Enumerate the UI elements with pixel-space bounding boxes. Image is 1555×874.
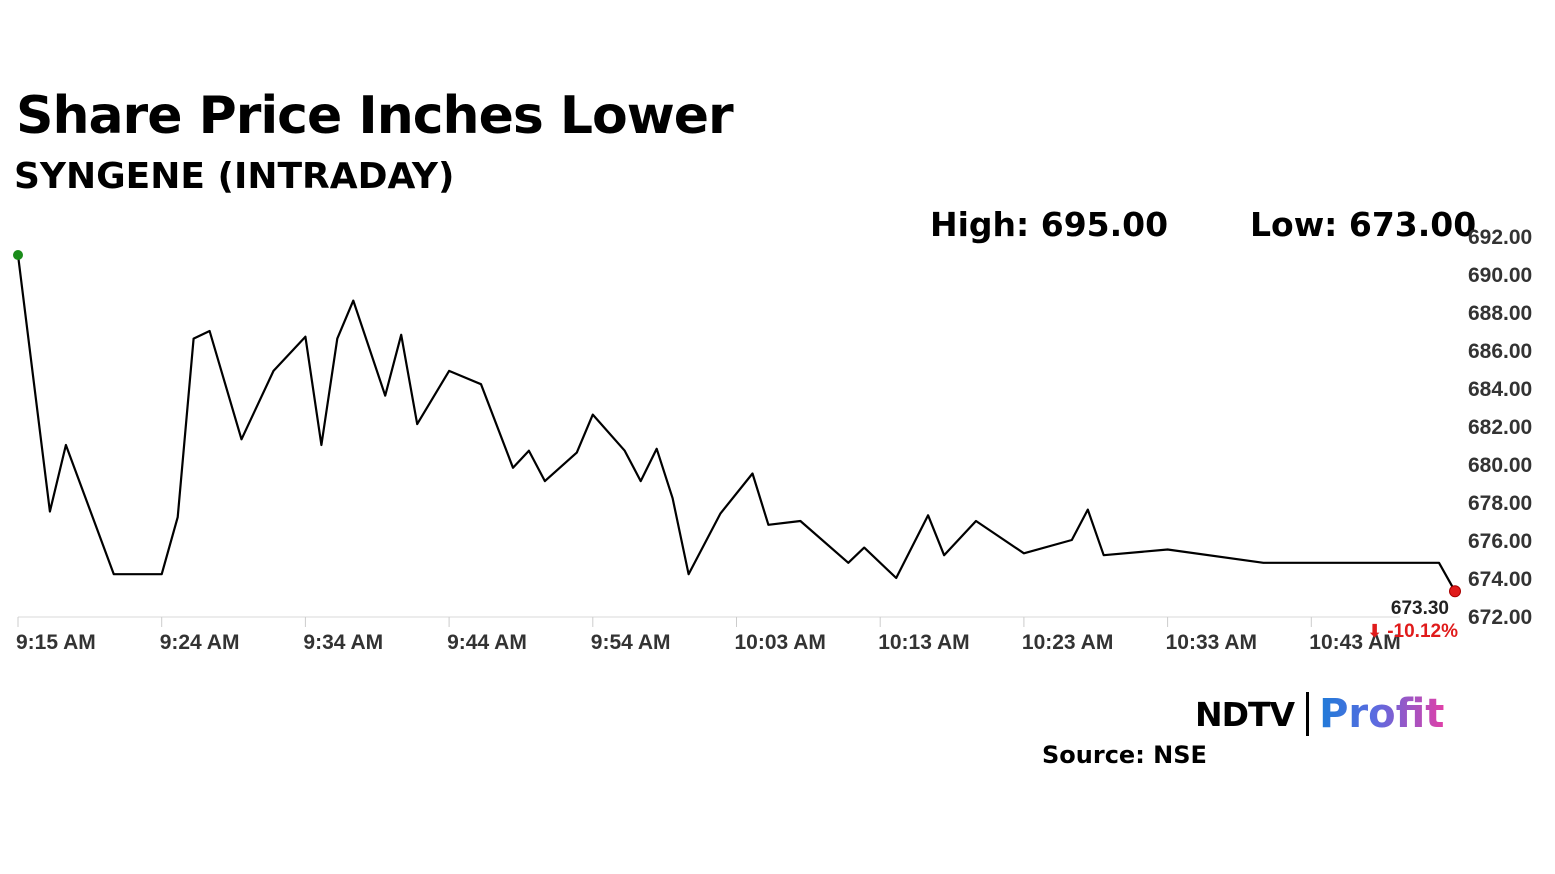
x-tick-label: 10:33 AM <box>1166 631 1257 654</box>
down-arrow-icon: ⬇ <box>1367 621 1382 642</box>
logo-divider <box>1306 692 1310 736</box>
chart-subtitle: SYNGENE (INTRADAY) <box>14 156 455 197</box>
y-tick-label: 674.00 <box>1468 568 1532 591</box>
y-tick-label: 688.00 <box>1468 302 1532 325</box>
x-tick-label: 10:13 AM <box>878 631 969 654</box>
end-point-dot <box>1449 585 1461 598</box>
last-value-label: 673.30 <box>1391 598 1449 619</box>
source-note: Source: NSE <box>1042 741 1207 769</box>
x-tick-label: 9:54 AM <box>591 631 671 654</box>
high-stat: High: 695.00 <box>930 205 1169 244</box>
logo-ndtv-text: NDTV <box>1195 694 1295 734</box>
logo-profit-text: Profit <box>1319 691 1445 737</box>
x-tick-label: 9:44 AM <box>447 631 527 654</box>
start-point-dot <box>13 250 23 260</box>
x-tick-label: 10:23 AM <box>1022 631 1113 654</box>
chart-title: Share Price Inches Lower <box>16 86 734 146</box>
x-tick-label: 9:15 AM <box>16 631 96 654</box>
y-tick-label: 680.00 <box>1468 454 1532 477</box>
y-tick-label: 678.00 <box>1468 492 1532 515</box>
ndtv-profit-logo: NDTV Profit <box>1195 690 1444 738</box>
y-tick-label: 692.00 <box>1468 226 1532 249</box>
x-tick-label: 10:43 AM <box>1309 631 1400 654</box>
y-tick-label: 686.00 <box>1468 340 1532 363</box>
change-label: -10.12% <box>1387 621 1458 642</box>
y-tick-label: 684.00 <box>1468 378 1532 401</box>
y-tick-label: 676.00 <box>1468 530 1532 553</box>
x-tick-label: 10:03 AM <box>735 631 826 654</box>
y-tick-label: 682.00 <box>1468 416 1532 439</box>
x-tick-label: 9:34 AM <box>303 631 383 654</box>
price-line <box>16 254 1456 592</box>
x-tick-label: 9:24 AM <box>160 631 240 654</box>
low-stat: Low: 673.00 <box>1250 205 1477 244</box>
y-tick-label: 672.00 <box>1468 606 1532 629</box>
y-tick-label: 690.00 <box>1468 264 1532 287</box>
